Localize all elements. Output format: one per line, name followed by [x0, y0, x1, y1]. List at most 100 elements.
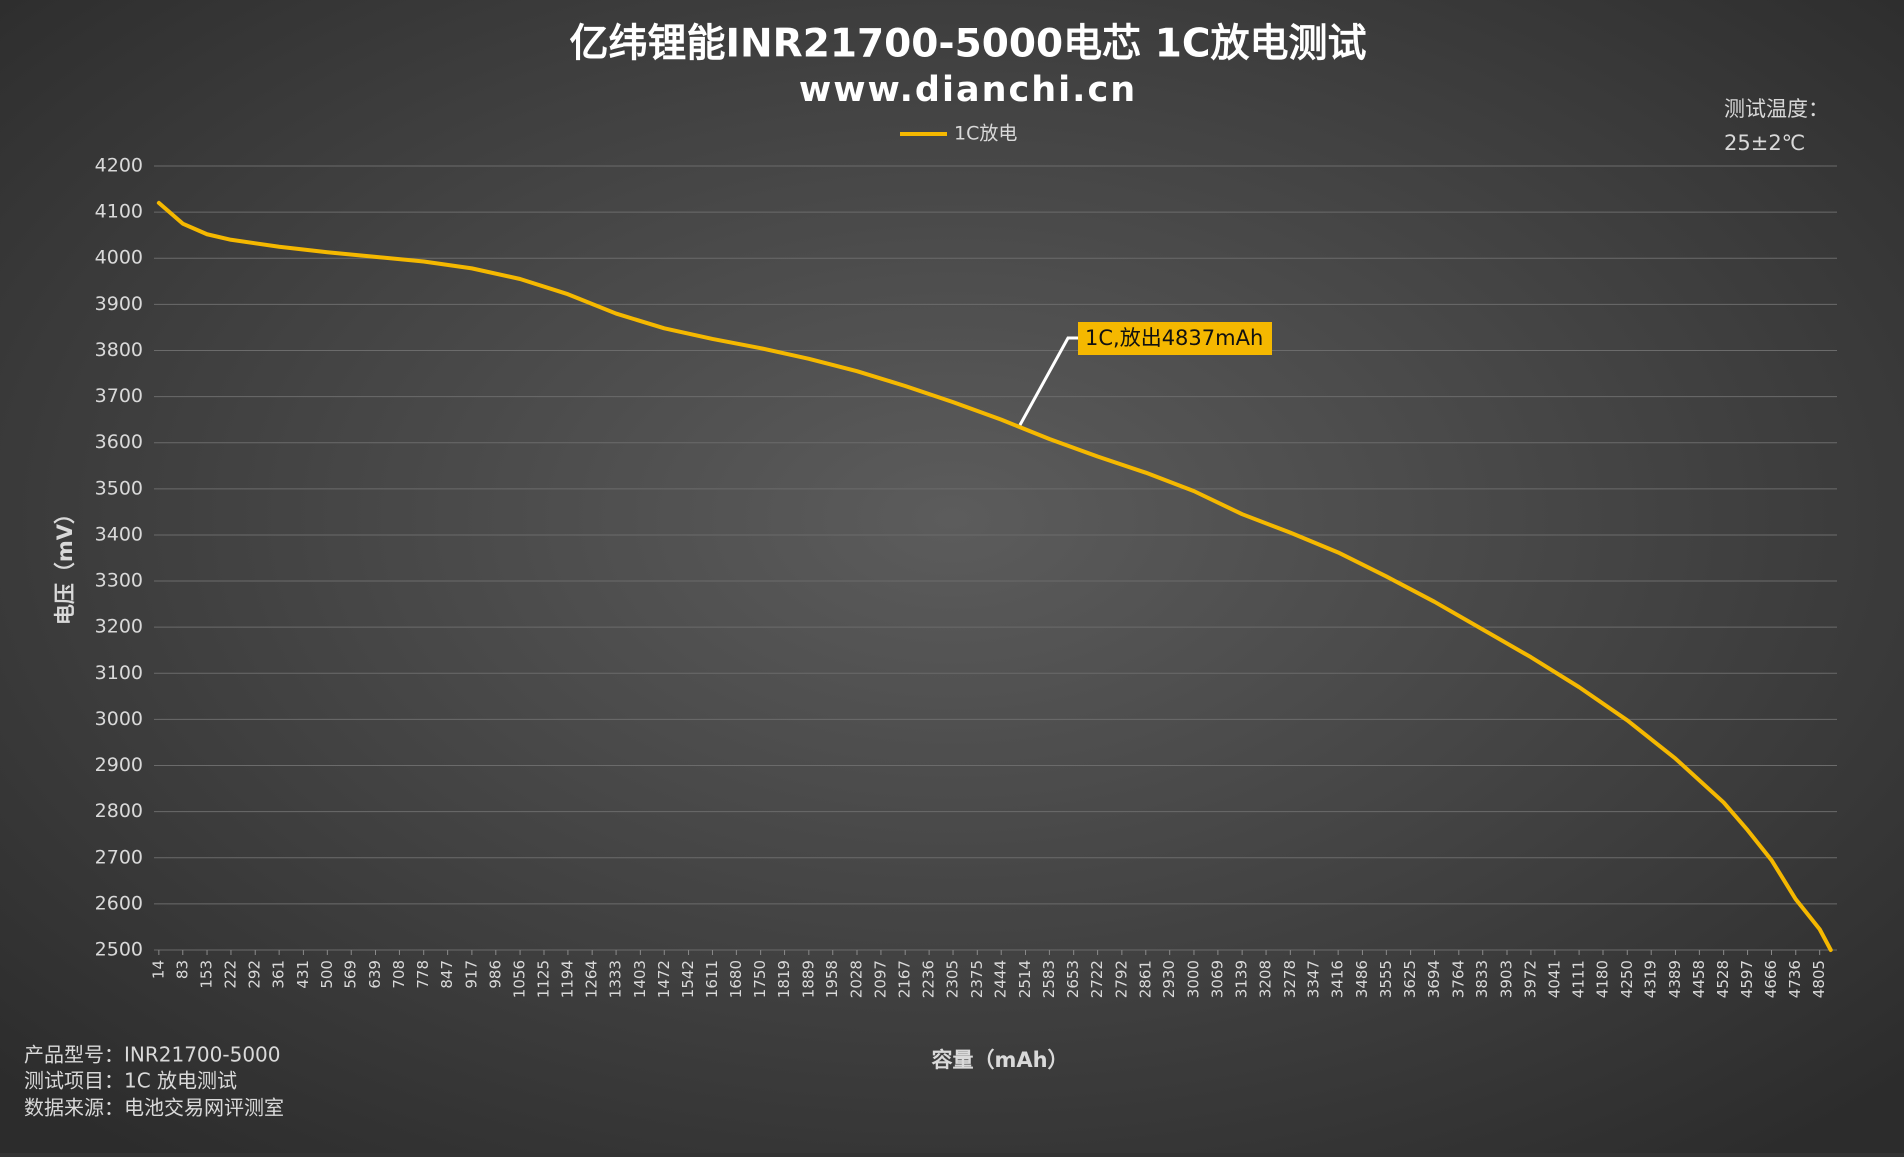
x-tick-label: 361 [270, 960, 288, 989]
x-tick-label: 3833 [1473, 960, 1491, 998]
x-tick-label: 3278 [1281, 960, 1299, 998]
x-tick-label: 14 [149, 960, 167, 979]
y-tick-label: 3100 [95, 662, 143, 684]
x-tick-label: 639 [366, 960, 384, 989]
x-tick-label: 1056 [511, 960, 529, 998]
legend-label: 1C放电 [954, 123, 1017, 145]
y-tick-label: 2500 [95, 939, 143, 961]
x-tick-label: 4528 [1714, 960, 1732, 998]
x-tick-label: 3139 [1233, 960, 1251, 998]
x-tick-label: 1819 [775, 960, 793, 998]
x-tick-label: 83 [173, 960, 191, 979]
x-tick-label: 2583 [1040, 960, 1058, 998]
x-tick-label: 2097 [871, 960, 889, 998]
x-tick-label: 2444 [992, 960, 1010, 998]
footer-note: 测试项目：1C 放电测试 [24, 1069, 237, 1093]
x-tick-label: 2167 [896, 960, 914, 998]
x-tick-label: 1194 [558, 960, 576, 998]
annotation-leader [1018, 336, 1078, 426]
y-tick-label: 3800 [95, 339, 143, 361]
footer-note: 产品型号：INR21700-5000 [24, 1043, 281, 1067]
x-tick-label: 2375 [968, 960, 986, 998]
x-tick-label: 2792 [1112, 960, 1130, 998]
x-tick-label: 1680 [727, 960, 745, 998]
y-tick-label: 2900 [95, 754, 143, 776]
y-tick-label: 3900 [95, 293, 143, 315]
x-tick-label: 3555 [1377, 960, 1395, 998]
x-tick-label: 847 [438, 960, 456, 989]
x-tick-label: 3625 [1401, 960, 1419, 998]
x-tick-label: 2930 [1160, 960, 1178, 998]
x-tick-label: 2722 [1088, 960, 1106, 998]
x-tick-label: 3694 [1425, 960, 1443, 998]
x-tick-label: 1750 [751, 960, 769, 998]
x-tick-label: 4319 [1642, 960, 1660, 998]
x-tick-label: 4458 [1690, 960, 1708, 998]
x-tick-label: 4250 [1618, 960, 1636, 998]
annotation-text: 1C,放出4837mAh [1085, 326, 1263, 350]
x-tick-label: 4597 [1738, 960, 1756, 998]
chart-title: 亿纬锂能INR21700-5000电芯 1C放电测试 [570, 22, 1367, 67]
x-tick-label: 1889 [799, 960, 817, 998]
x-tick-label: 4389 [1666, 960, 1684, 998]
x-tick-label: 4666 [1762, 960, 1780, 998]
y-tick-label: 4200 [95, 155, 143, 177]
x-tick-label: 1472 [655, 960, 673, 998]
x-tick-label: 569 [342, 960, 360, 989]
x-tick-label: 4041 [1545, 960, 1563, 998]
y-tick-label: 3000 [95, 708, 143, 730]
annotation-box [1078, 322, 1272, 355]
x-tick-label: 4111 [1570, 960, 1588, 998]
x-tick-label: 3208 [1257, 960, 1275, 998]
y-tick-label: 2800 [95, 800, 143, 822]
x-tick-label: 222 [221, 960, 239, 989]
x-tick-label: 1542 [679, 960, 697, 998]
x-tick-label: 500 [318, 960, 336, 989]
y-tick-label: 3600 [95, 431, 143, 453]
x-tick-label: 4736 [1786, 960, 1804, 998]
y-tick-label: 4100 [95, 201, 143, 223]
x-tick-label: 153 [198, 960, 216, 989]
y-tick-label: 2600 [95, 892, 143, 914]
x-tick-label: 2653 [1064, 960, 1082, 998]
x-tick-label: 3903 [1497, 960, 1515, 998]
x-tick-label: 1611 [703, 960, 721, 998]
x-tick-label: 708 [390, 960, 408, 989]
x-tick-label: 431 [294, 960, 312, 989]
x-tick-label: 3764 [1449, 960, 1467, 998]
x-tick-label: 3000 [1184, 960, 1202, 998]
x-tick-label: 3069 [1208, 960, 1226, 998]
x-tick-label: 2028 [848, 960, 866, 998]
x-tick-label: 778 [414, 960, 432, 989]
y-tick-label: 3700 [95, 385, 143, 407]
x-tick-label: 3416 [1329, 960, 1347, 998]
temperature-note: 测试温度： [1724, 97, 1829, 121]
x-tick-label: 4180 [1594, 960, 1612, 998]
y-tick-label: 2700 [95, 846, 143, 868]
y-tick-label: 3400 [95, 523, 143, 545]
x-tick-label: 1125 [534, 960, 552, 998]
y-tick-label: 3200 [95, 616, 143, 638]
x-tick-label: 3972 [1521, 960, 1539, 998]
x-tick-label: 1264 [583, 960, 601, 998]
y-tick-label: 3300 [95, 570, 143, 592]
y-axis-label: 电压（mV） [53, 503, 77, 625]
y-tick-label: 4000 [95, 247, 143, 269]
x-tick-label: 986 [486, 960, 504, 989]
x-tick-label: 292 [246, 960, 264, 989]
footer-note: 数据来源：电池交易网评测室 [24, 1096, 284, 1120]
x-tick-label: 1403 [631, 960, 649, 998]
chart-subtitle: www.dianchi.cn [799, 70, 1137, 110]
temperature-note: 25±2℃ [1724, 131, 1805, 155]
x-tick-label: 1958 [823, 960, 841, 998]
x-axis-label: 容量（mAh） [931, 1048, 1068, 1072]
x-tick-label: 4805 [1810, 960, 1828, 998]
x-tick-label: 2861 [1136, 960, 1154, 998]
x-tick-label: 3347 [1305, 960, 1323, 998]
x-tick-label: 1333 [607, 960, 625, 998]
x-tick-label: 2305 [944, 960, 962, 998]
x-tick-label: 917 [462, 960, 480, 989]
x-tick-label: 2236 [920, 960, 938, 998]
